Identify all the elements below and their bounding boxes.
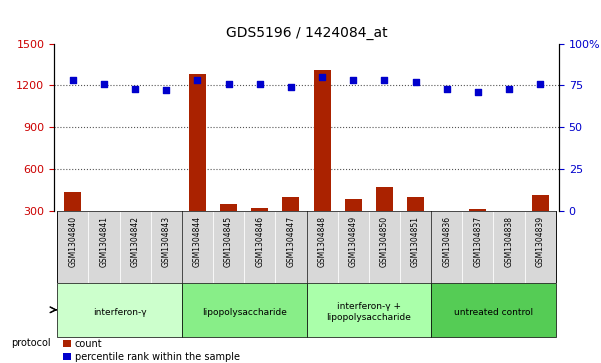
Bar [96, 211, 112, 215]
Bar [314, 70, 331, 211]
Bar [469, 209, 486, 211]
Bar [64, 192, 81, 211]
Bar [57, 211, 88, 283]
Bar [282, 197, 299, 211]
Text: GSM1304847: GSM1304847 [287, 216, 296, 268]
Legend: count, percentile rank within the sample: count, percentile rank within the sample [59, 335, 243, 363]
Bar [157, 211, 175, 217]
Point [410, 79, 420, 85]
Text: GSM1304850: GSM1304850 [380, 216, 389, 268]
Text: interferon-γ +
lipopolysaccharide: interferon-γ + lipopolysaccharide [326, 302, 411, 322]
Text: GSM1304840: GSM1304840 [69, 216, 78, 268]
Bar [307, 283, 431, 337]
Bar [151, 211, 182, 283]
Bar [213, 211, 244, 283]
Bar [338, 211, 369, 283]
Text: lipopolysaccharide: lipopolysaccharide [202, 307, 287, 317]
Point [130, 86, 140, 91]
Bar [57, 283, 182, 337]
Point [286, 84, 296, 90]
Bar [182, 211, 213, 283]
Bar [369, 211, 400, 283]
Point [99, 81, 109, 86]
Text: GSM1304845: GSM1304845 [224, 216, 233, 268]
Point [68, 77, 78, 83]
Bar [189, 74, 206, 211]
Bar [493, 211, 525, 283]
Bar [462, 211, 493, 283]
Bar [400, 211, 431, 283]
Bar [345, 199, 362, 211]
Text: GSM1304841: GSM1304841 [99, 216, 108, 267]
Text: GSM1304851: GSM1304851 [411, 216, 420, 267]
Text: GSM1304837: GSM1304837 [474, 216, 483, 268]
Text: untreated control: untreated control [454, 307, 533, 317]
Point [224, 81, 233, 86]
Text: interferon-γ: interferon-γ [93, 307, 147, 317]
Text: GSM1304843: GSM1304843 [162, 216, 171, 268]
Point [442, 86, 451, 91]
Text: GSM1304846: GSM1304846 [255, 216, 264, 268]
Point [535, 81, 545, 86]
Text: protocol: protocol [11, 338, 51, 348]
Bar [501, 211, 517, 215]
Text: GSM1304844: GSM1304844 [193, 216, 202, 268]
Bar [127, 211, 144, 212]
Bar [438, 211, 456, 213]
Bar [307, 211, 338, 283]
Point [162, 87, 171, 93]
Point [504, 86, 514, 91]
Bar [376, 187, 393, 211]
Point [255, 81, 264, 86]
Title: GDS5196 / 1424084_at: GDS5196 / 1424084_at [226, 26, 387, 40]
Bar [88, 211, 120, 283]
Point [317, 74, 327, 80]
Point [193, 77, 203, 83]
Bar [244, 211, 275, 283]
Text: GSM1304839: GSM1304839 [535, 216, 545, 268]
Bar [220, 204, 237, 211]
Bar [120, 211, 151, 283]
Bar [532, 195, 549, 211]
Text: GSM1304849: GSM1304849 [349, 216, 358, 268]
Point [380, 77, 389, 83]
Bar [182, 283, 307, 337]
Bar [431, 211, 462, 283]
Point [473, 89, 483, 95]
Text: GSM1304838: GSM1304838 [505, 216, 514, 267]
Bar [275, 211, 307, 283]
Bar [431, 283, 556, 337]
Bar [251, 208, 268, 211]
Text: GSM1304848: GSM1304848 [317, 216, 326, 267]
Bar [525, 211, 556, 283]
Bar [407, 197, 424, 211]
Point [349, 77, 358, 83]
Text: GSM1304836: GSM1304836 [442, 216, 451, 268]
Text: GSM1304842: GSM1304842 [130, 216, 139, 267]
